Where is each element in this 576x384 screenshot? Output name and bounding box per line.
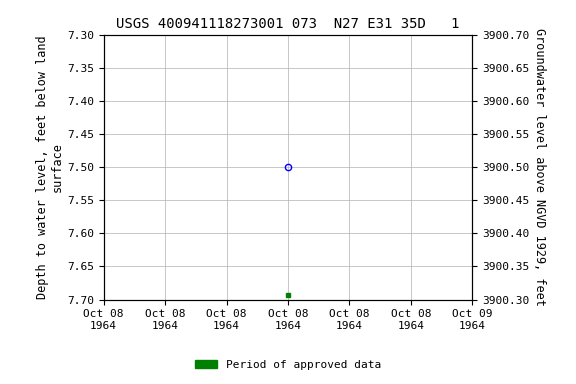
Y-axis label: Depth to water level, feet below land
surface: Depth to water level, feet below land su… xyxy=(36,35,64,299)
Title: USGS 400941118273001 073  N27 E31 35D   1: USGS 400941118273001 073 N27 E31 35D 1 xyxy=(116,17,460,31)
Legend: Period of approved data: Period of approved data xyxy=(191,356,385,375)
Y-axis label: Groundwater level above NGVD 1929, feet: Groundwater level above NGVD 1929, feet xyxy=(533,28,547,306)
